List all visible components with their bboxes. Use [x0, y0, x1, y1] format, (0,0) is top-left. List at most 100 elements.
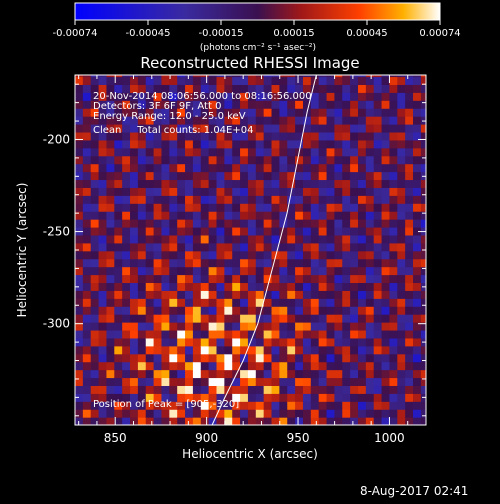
heatmap-cell: [350, 92, 359, 101]
heatmap-cell: [357, 84, 367, 93]
heatmap-cell: [82, 179, 92, 188]
heatmap-cell: [75, 75, 84, 78]
heatmap-cell: [350, 417, 359, 425]
heatmap-cell: [405, 116, 414, 125]
heatmap-cell: [169, 361, 178, 371]
heatmap-cell: [357, 409, 367, 418]
heatmap-cell: [326, 401, 336, 410]
heatmap-cell: [365, 116, 375, 125]
heatmap-cell: [232, 187, 241, 196]
heatmap-cell: [247, 329, 257, 339]
heatmap-cell: [373, 345, 383, 355]
heatmap-cell: [82, 369, 92, 379]
heatmap-cell: [232, 75, 241, 78]
colorbar-tick-label: 0.00074: [419, 28, 460, 39]
heatmap-cell: [232, 108, 241, 117]
heatmap-cell: [389, 329, 398, 339]
heatmap-cell: [161, 322, 170, 331]
heatmap-cell: [169, 139, 178, 149]
heatmap-cell: [318, 393, 328, 402]
heatmap-cell: [263, 377, 273, 386]
heatmap-cell: [342, 226, 351, 236]
heatmap-cell: [130, 171, 139, 181]
heatmap-cell: [122, 211, 131, 220]
heatmap-cell: [295, 100, 304, 109]
heatmap-cell: [137, 337, 147, 347]
heatmap-cell: [255, 75, 265, 78]
heatmap-cell: [381, 242, 391, 252]
heatmap-cell: [90, 219, 100, 228]
heatmap-cell: [177, 242, 186, 252]
heatmap-cell: [247, 203, 257, 212]
heatmap-cell: [177, 124, 186, 133]
heatmap-cell: [145, 242, 155, 252]
heatmap-cell: [397, 306, 406, 315]
heatmap-cell: [365, 417, 375, 425]
heatmap-cell: [200, 361, 210, 371]
heatmap-cell: [145, 147, 155, 157]
heatmap-cell: [161, 258, 170, 268]
heatmap-cell: [405, 385, 414, 394]
heatmap-cell: [255, 314, 265, 323]
heatmap-cell: [271, 155, 280, 165]
heatmap-cell: [350, 116, 359, 125]
heatmap-cell: [224, 116, 233, 125]
heatmap-cell: [326, 242, 336, 252]
heatmap-cell: [302, 203, 312, 212]
heatmap-cell: [106, 329, 115, 339]
heatmap-cell: [114, 226, 123, 236]
heatmap-cell: [247, 116, 257, 125]
heatmap-cell: [255, 329, 265, 339]
heatmap-cell: [98, 409, 108, 418]
heatmap-cell: [310, 266, 320, 276]
heatmap-cell: [224, 329, 233, 339]
heatmap-cell: [397, 171, 406, 181]
heatmap-cell: [405, 345, 414, 355]
heatmap-cell: [153, 116, 163, 125]
heatmap-cell: [365, 75, 375, 78]
heatmap-cell: [365, 306, 375, 315]
heatmap-cell: [192, 234, 202, 244]
heatmap-cell: [208, 298, 218, 307]
heatmap-cell: [263, 195, 273, 204]
heatmap-cell: [310, 242, 320, 252]
heatmap-cell: [420, 76, 426, 85]
heatmap-cell: [177, 377, 186, 386]
heatmap-cell: [224, 108, 233, 117]
heatmap-cell: [405, 337, 414, 347]
heatmap-cell: [130, 266, 139, 276]
heatmap-cell: [397, 131, 406, 141]
heatmap-cell: [114, 417, 123, 425]
heatmap-cell: [326, 266, 336, 276]
heatmap-cell: [82, 155, 92, 165]
heatmap-cell: [373, 369, 383, 379]
heatmap-cell: [208, 108, 218, 117]
heatmap-cell: [224, 369, 233, 379]
heatmap-cell: [350, 306, 359, 315]
heatmap-cell: [224, 298, 233, 307]
heatmap-cell: [381, 92, 391, 101]
heatmap-cell: [373, 266, 383, 276]
heatmap-cell: [137, 306, 147, 315]
heatmap-cell: [263, 211, 273, 220]
heatmap-cell: [365, 171, 375, 181]
heatmap-cell: [82, 258, 92, 268]
heatmap-cell: [310, 377, 320, 386]
heatmap-cell: [310, 179, 320, 188]
heatmap-cell: [365, 361, 375, 371]
heatmap-cell: [413, 100, 422, 109]
heatmap-cell: [106, 306, 115, 315]
heatmap-cell: [177, 401, 186, 410]
heatmap-cell: [145, 179, 155, 188]
heatmap-cell: [310, 234, 320, 244]
heatmap-cell: [389, 163, 398, 173]
heatmap-cell: [350, 361, 359, 371]
heatmap-cell: [295, 211, 304, 220]
heatmap-cell: [177, 195, 186, 204]
heatmap-cell: [342, 329, 351, 339]
heatmap-cell: [373, 337, 383, 347]
heatmap-cell: [326, 211, 336, 220]
heatmap-cell: [334, 203, 343, 212]
heatmap-cell: [420, 401, 426, 410]
heatmap-cell: [114, 314, 123, 323]
